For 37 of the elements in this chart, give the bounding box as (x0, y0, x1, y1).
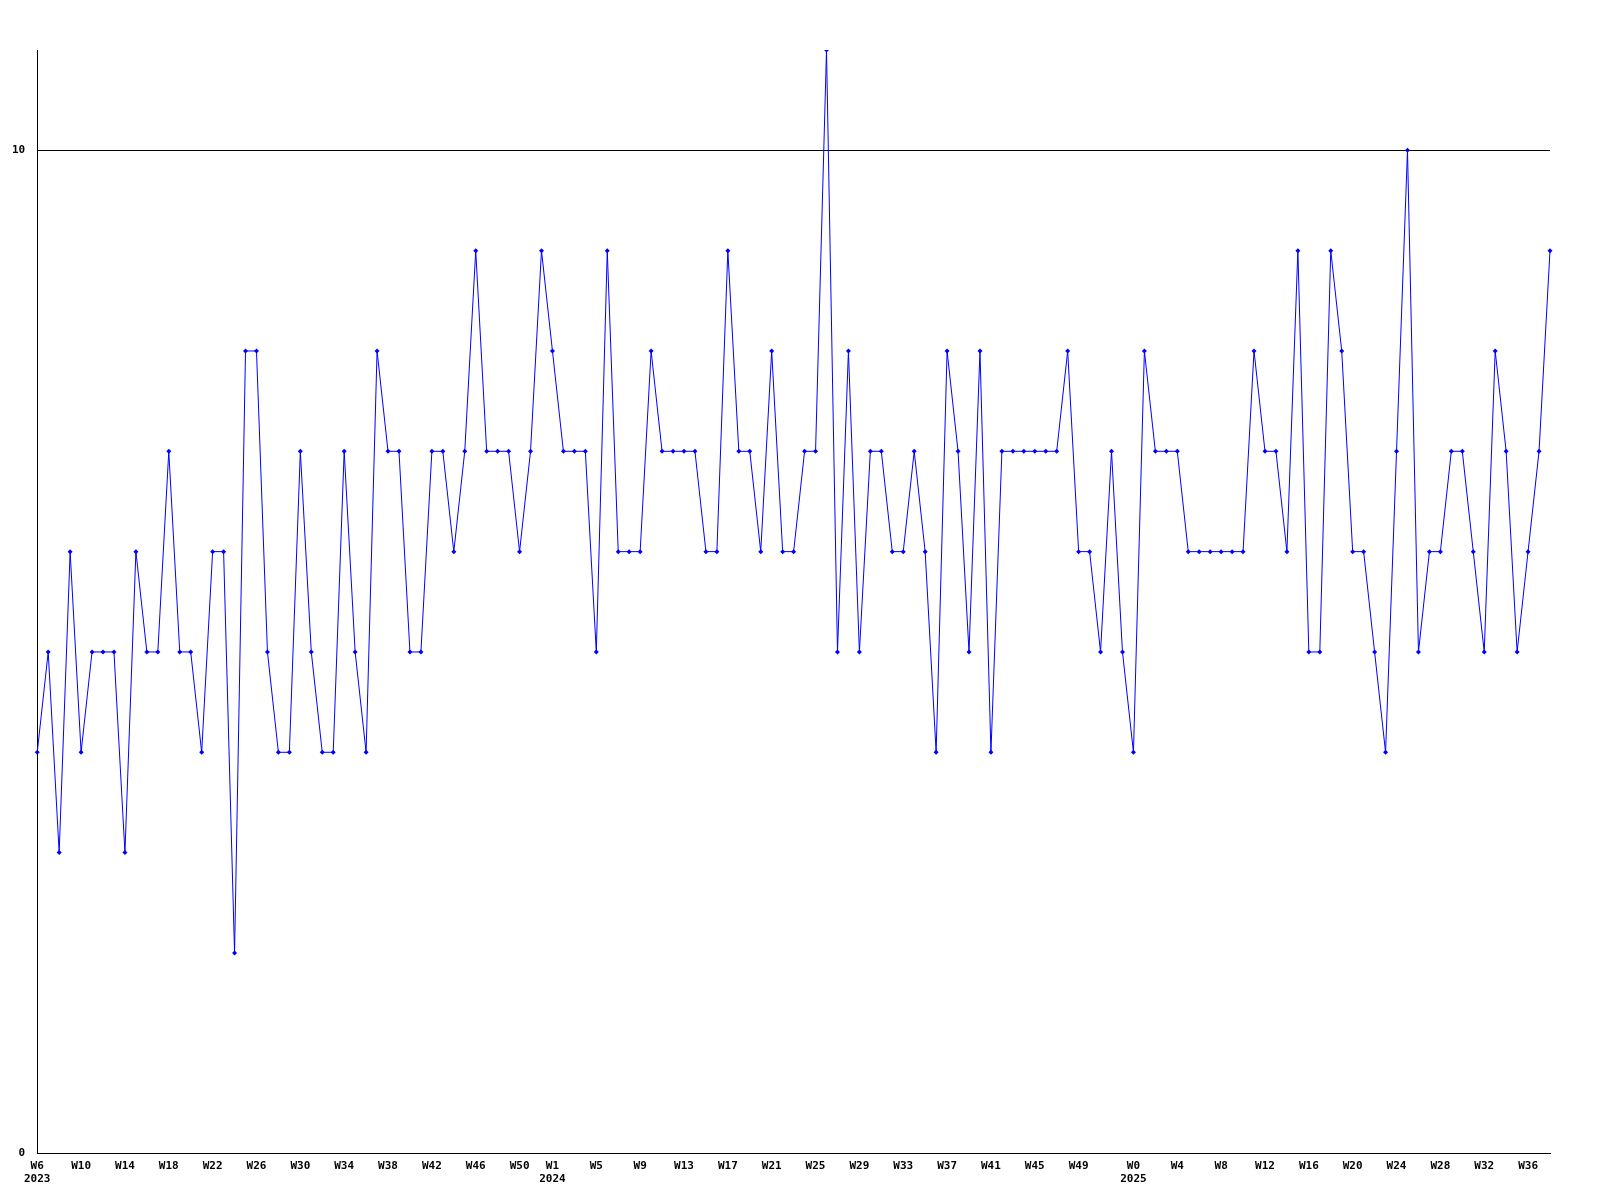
x-tick-label: W8 (1214, 1159, 1228, 1173)
x-tick-label: W4 (1170, 1159, 1185, 1173)
x-tick-label: W32 (1474, 1159, 1495, 1173)
x-tick-label: W6 2023 (24, 1159, 51, 1186)
x-tick-label: W25 (805, 1159, 826, 1173)
x-tick-label: W14 (115, 1159, 136, 1173)
x-tick-label: W38 (378, 1159, 398, 1173)
x-tick-label: W17 (717, 1159, 738, 1173)
x-tick-label: W34 (334, 1159, 355, 1173)
x-tick-label: W26 (246, 1159, 267, 1173)
x-tick-label: W20 (1342, 1159, 1363, 1173)
x-tick-label: W1 2024 (539, 1159, 567, 1186)
x-tick-label: W46 (465, 1159, 487, 1173)
x-tick-label: W13 (674, 1159, 694, 1173)
x-tick-label: W12 (1255, 1159, 1275, 1173)
x-tick-label: W37 (937, 1159, 958, 1173)
x-tick-label: W21 (761, 1159, 783, 1173)
x-tick-label: W18 (158, 1159, 179, 1173)
x-tick-label: W9 (633, 1159, 647, 1173)
x-tick-label: W24 (1386, 1159, 1407, 1173)
x-tick-label: W10 (71, 1159, 92, 1173)
x-tick-label: W28 (1430, 1159, 1451, 1173)
x-tick-label: W16 (1298, 1159, 1320, 1173)
x-tick-label: W49 (1068, 1159, 1089, 1173)
y-tick-label: 0 (18, 1146, 26, 1160)
x-tick-label: W5 (589, 1159, 603, 1173)
x-tick-label: W50 (509, 1159, 530, 1173)
x-tick-label: W30 (290, 1159, 311, 1173)
x-tick-label: W0 2025 (1120, 1159, 1147, 1186)
x-tick-label: W42 (421, 1159, 442, 1173)
x-tick-label: W45 (1024, 1159, 1045, 1173)
x-tick-label: W22 (202, 1159, 223, 1173)
x-tick-label: W29 (849, 1159, 870, 1173)
y-tick-label: 10 (12, 143, 26, 157)
x-tick-label: W36 (1518, 1159, 1539, 1173)
x-tick-label: W41 (981, 1159, 1002, 1173)
x-tick-label: W33 (893, 1159, 914, 1173)
